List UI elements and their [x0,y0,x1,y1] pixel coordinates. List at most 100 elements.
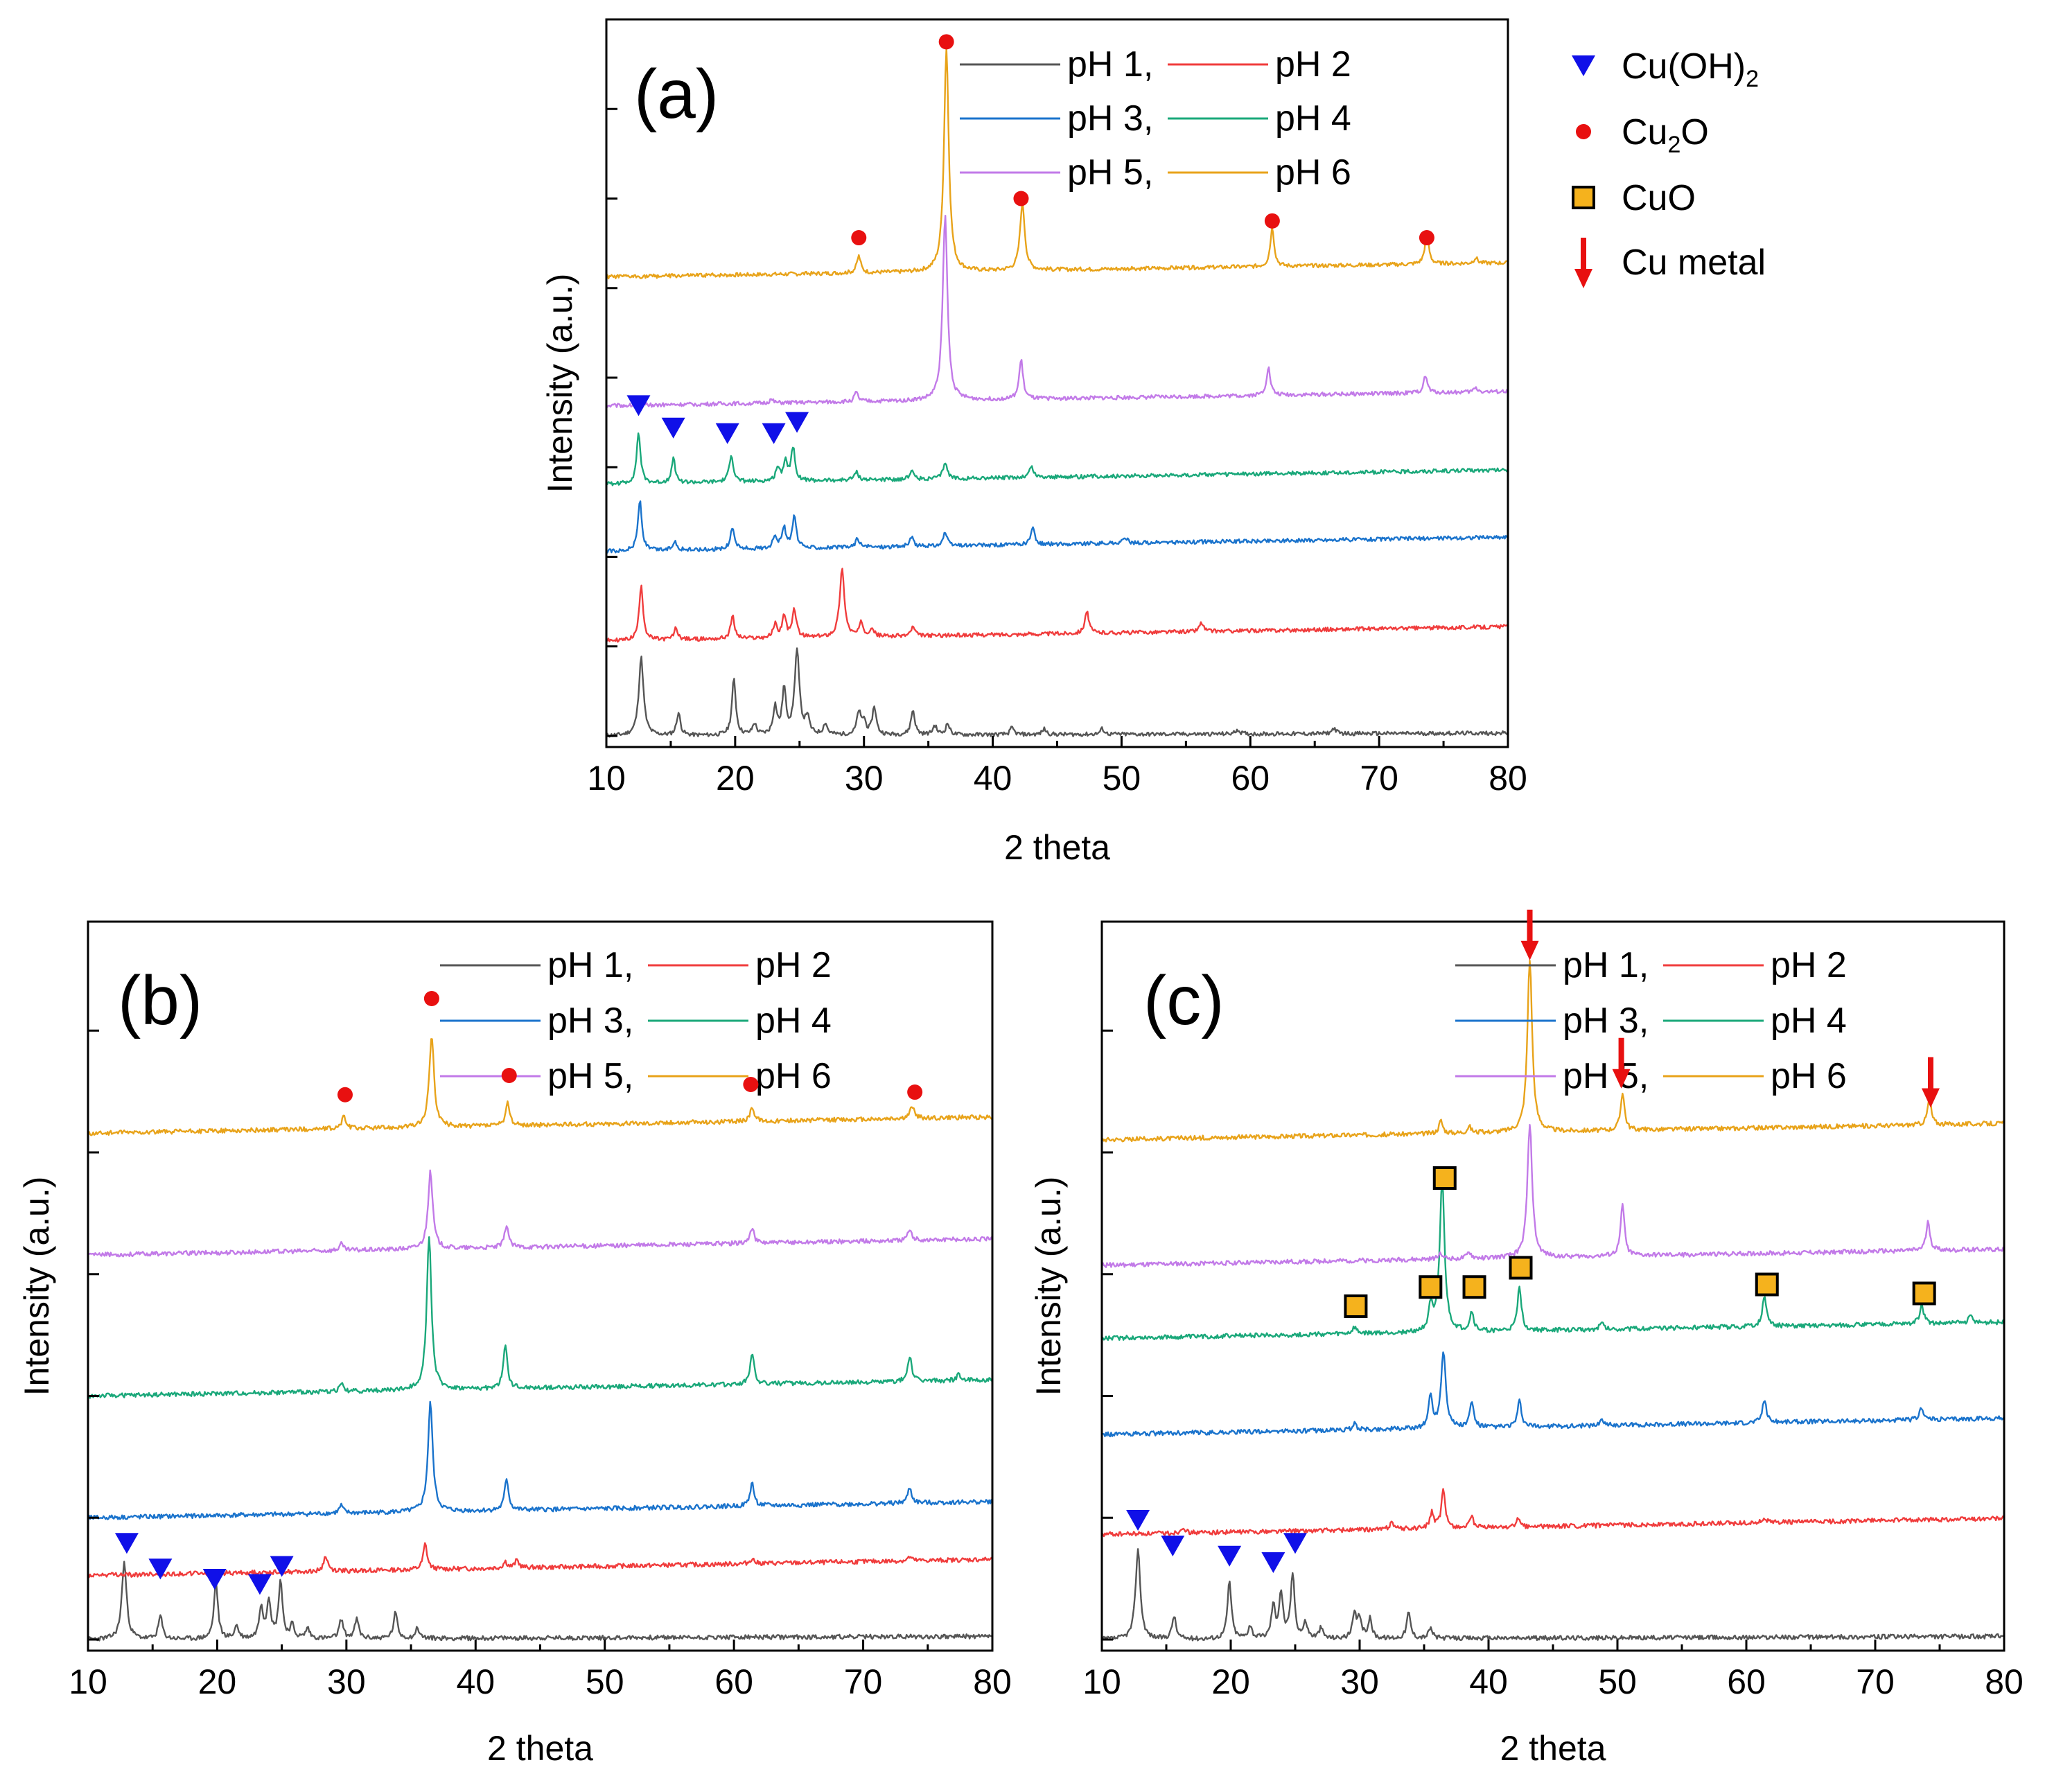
series-line-ph6 [87,1038,992,1136]
x-tick-label: 50 [1598,1662,1637,1701]
series-line-ph6 [606,47,1509,280]
legend-entry: pH 6 [755,1056,832,1096]
panel-label: (c) [1143,962,1225,1039]
annotation-square-marker [1344,1294,1368,1318]
marker-legend-subscript: 2 [1746,66,1759,92]
series-line-ph1 [606,647,1508,738]
x-tick-label: 60 [1231,759,1270,798]
marker-legend-name: Cu(OH) [1622,46,1746,87]
x-tick-label: 70 [1360,759,1398,798]
x-tick-label: 80 [1985,1662,2024,1701]
x-tick-label: 20 [1211,1662,1250,1701]
marker-legend-subscript: 2 [1667,132,1680,158]
series-line-ph4 [87,1236,993,1399]
series-line-ph3 [606,500,1509,554]
x-tick-label: 20 [198,1662,237,1701]
plot-frame [1100,920,2005,1652]
marker-legend-tail: O [1680,112,1708,152]
x-tick-label: 30 [845,759,884,798]
legend-entry: pH 3, [1563,1001,1649,1041]
x-tick-label: 20 [716,759,755,798]
marker-legend-label: Cu(OH)2 [1622,46,1759,92]
arrow-head [1612,1069,1631,1089]
x-tick-label: 40 [1469,1662,1508,1701]
x-tick-label: 60 [714,1662,753,1701]
annotation-circle-marker [1013,191,1029,207]
annotation-circle-marker [1419,230,1434,246]
x-tick-label: 10 [1082,1662,1121,1701]
arrow-head [1921,1088,1940,1108]
annotation-circle-marker [938,34,954,50]
panel-label: (a) [634,55,719,133]
legend-entry: pH 2 [1771,945,1847,985]
legend-entry: pH 2 [1275,44,1351,85]
x-tick-label: 80 [973,1662,1012,1701]
annotation-square-marker [1755,1272,1779,1297]
legend-entry: pH 1, [1067,44,1153,85]
series-line-ph2 [1100,1488,2005,1538]
series-line-ph2 [606,568,1509,643]
legend-entry: pH 5, [547,1056,633,1096]
legend-entry: pH 5, [1563,1056,1649,1096]
legend-entry: pH 3, [547,1001,633,1041]
annotation-triangle-marker [1283,1533,1307,1554]
annotation-arrow-marker [1520,909,1539,960]
annotation-arrow-marker [1921,1057,1940,1108]
legend-circle-marker [1576,124,1591,139]
annotation-triangle-marker [715,423,739,444]
y-axis-title: Intensity (a.u.) [541,274,579,493]
annotation-triangle-marker [148,1558,173,1580]
legend-arrow-marker [1574,238,1592,288]
annotation-triangle-marker [247,1574,272,1595]
x-tick-label: 40 [974,759,1012,798]
annotation-triangle-marker [785,412,809,433]
x-axis-title: 2 theta [1004,828,1110,867]
x-tick-label: 10 [587,759,626,798]
series-line-ph6 [1101,960,2005,1143]
marker-legend-name: CuO [1622,178,1696,218]
legend-entry: pH 2 [755,945,832,985]
x-axis-title: 2 theta [487,1729,593,1768]
annotation-triangle-marker [270,1556,294,1577]
annotation-triangle-marker [626,395,651,416]
y-axis-title: Intensity (a.u.) [17,1177,56,1396]
marker-legend-name: Cu metal [1622,243,1766,283]
annotation-arrow-marker [1612,1037,1631,1089]
annotation-triangle-marker [661,417,685,439]
annotation-square-marker [1419,1275,1443,1299]
annotation-triangle-marker [1126,1509,1150,1531]
annotation-circle-marker [337,1087,353,1103]
series-line-ph5 [1101,1124,2005,1268]
legend-square-marker [1572,186,1595,209]
marker-legend-label: CuO [1622,178,1696,218]
x-tick-label: 80 [1489,759,1527,798]
legend-entry: pH 6 [1771,1056,1847,1096]
series-line-ph5 [87,1169,993,1258]
series-line-ph3 [1101,1351,2005,1438]
panel-label: (b) [118,962,202,1039]
x-tick-label: 30 [1340,1662,1379,1701]
annotation-circle-marker [423,991,439,1006]
annotation-triangle-marker [114,1533,139,1554]
annotation-circle-marker [1264,213,1280,229]
x-axis-title: 2 theta [1500,1729,1606,1768]
legend-entry: pH 1, [547,945,633,985]
legend-entry: pH 3, [1067,98,1153,139]
series-line-ph4 [606,432,1509,486]
plot-frame [87,920,994,1652]
series-line-ph4 [1101,1176,2005,1341]
annotation-circle-marker [501,1068,517,1083]
series-line-ph5 [606,215,1509,408]
panel-a: 10 20 30 40 50 60 70 80 2 theta Intensity (a.u.) (… [541,18,1527,867]
series-line-ph1 [87,1561,993,1642]
legend-entry: pH 1, [1563,945,1649,985]
annotation-square-marker [1509,1256,1533,1280]
annotation-square-marker [1912,1281,1936,1306]
marker-legend-name: Cu [1622,112,1667,152]
legend-entry: pH 4 [1275,98,1351,139]
annotation-square-marker [1432,1166,1457,1190]
annotation-triangle-marker [1161,1535,1185,1556]
panel-c: 10 20 30 40 50 60 70 80 2 theta Intensity (a.u.) (… [1029,909,2024,1768]
arrow-head [1574,269,1592,288]
